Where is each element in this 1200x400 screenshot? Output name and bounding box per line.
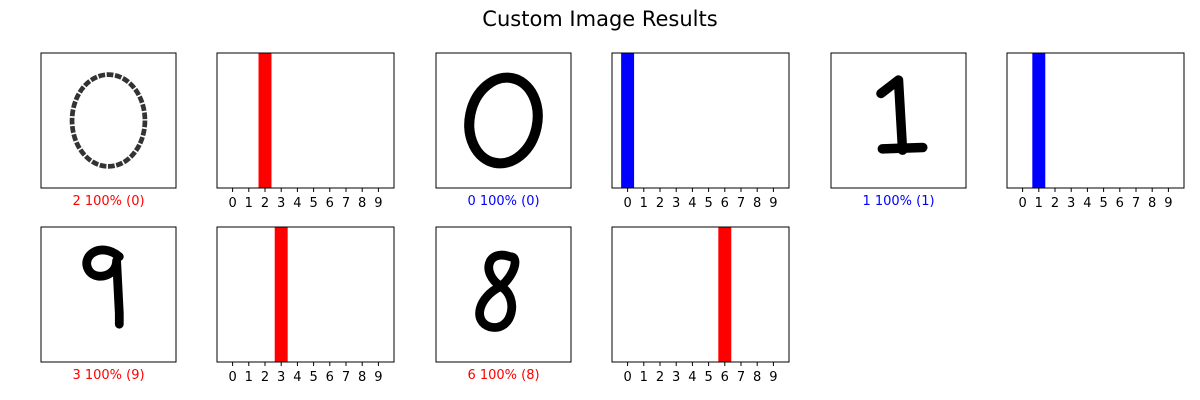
tick-label: 2: [656, 196, 664, 211]
tick-label: 4: [1083, 196, 1091, 211]
tick-label: 4: [688, 196, 696, 211]
tick-label: 2: [1051, 196, 1059, 211]
panels-grid: 2 100% (0) 0 1 2 3 4 5 6 7 8 9 0 100% (0) 0 1 2 3 4 5 6 7 8 9…: [40, 52, 1185, 385]
tick-label: 9: [769, 196, 777, 211]
tick-label: 4: [293, 370, 301, 385]
prediction-label: 6 100% (8): [467, 368, 539, 383]
plot-area: [217, 53, 394, 188]
tick-label: 0: [228, 370, 236, 385]
tick-label: 6: [326, 196, 334, 211]
tick-label: 5: [309, 370, 317, 385]
tick-label: 8: [753, 196, 761, 211]
plot-frame: [216, 226, 395, 363]
tick-label: 1: [1035, 196, 1043, 211]
tick-label: 6: [721, 370, 729, 385]
tick-label: 3: [277, 196, 285, 211]
plot-area: [612, 227, 789, 362]
plot-frame: [216, 52, 395, 189]
tick-label: 9: [374, 196, 382, 211]
tick-label: 4: [688, 370, 696, 385]
tick-label: 0: [623, 196, 631, 211]
plot-frame: [611, 226, 790, 363]
tick-label: 2: [261, 196, 269, 211]
prediction-label: 2 100% (0): [72, 194, 144, 209]
tick-label: 5: [704, 370, 712, 385]
bar-0: [621, 53, 635, 188]
plot-area: [612, 53, 789, 188]
bar-6: [718, 227, 732, 362]
tick-label: 8: [358, 196, 366, 211]
tick-label: 6: [1116, 196, 1124, 211]
tick-label: 7: [342, 370, 350, 385]
tick-label: 3: [1067, 196, 1075, 211]
digit-stroke: [877, 142, 928, 154]
tick-label: 7: [1132, 196, 1140, 211]
prediction-label: 0 100% (0): [467, 194, 539, 209]
tick-label: 1: [245, 196, 253, 211]
tick-label: 9: [374, 370, 382, 385]
tick-label: 2: [261, 370, 269, 385]
tick-label: 8: [1148, 196, 1156, 211]
tick-label: 7: [737, 370, 745, 385]
bar-2: [258, 53, 272, 188]
plot-area: [217, 227, 394, 362]
digit-stroke: [464, 72, 543, 169]
tick-label: 1: [640, 370, 648, 385]
plot-frame: [611, 52, 790, 189]
digit-image: [82, 245, 124, 329]
bar-1: [1032, 53, 1046, 188]
tick-label: 3: [277, 370, 285, 385]
digit-stroke: [82, 245, 124, 329]
tick-label: 6: [721, 196, 729, 211]
tick-label: 0: [228, 196, 236, 211]
tick-label: 0: [1018, 196, 1026, 211]
digit-image: [464, 72, 543, 169]
bar-3: [274, 227, 288, 362]
tick-label: 9: [769, 370, 777, 385]
digit-image: [69, 72, 148, 169]
tick-label: 3: [672, 370, 680, 385]
digit-stroke: [69, 72, 148, 169]
figure-title: Custom Image Results: [482, 7, 717, 31]
tick-label: 5: [309, 196, 317, 211]
digit-stroke: [876, 75, 908, 155]
tick-label: 5: [704, 196, 712, 211]
tick-label: 9: [1164, 196, 1172, 211]
tick-label: 1: [245, 370, 253, 385]
digit-image: [876, 75, 928, 155]
prediction-label: 3 100% (9): [72, 368, 144, 383]
tick-label: 7: [342, 196, 350, 211]
digit-stroke: [475, 250, 520, 332]
tick-label: 2: [656, 370, 664, 385]
tick-label: 3: [672, 196, 680, 211]
tick-label: 8: [358, 370, 366, 385]
tick-label: 8: [753, 370, 761, 385]
tick-label: 6: [326, 370, 334, 385]
plot-frame: [1006, 52, 1185, 189]
tick-label: 1: [640, 196, 648, 211]
tick-label: 4: [293, 196, 301, 211]
tick-label: 7: [737, 196, 745, 211]
tick-label: 0: [623, 370, 631, 385]
prediction-label: 1 100% (1): [862, 194, 934, 209]
digit-image: [475, 250, 520, 332]
tick-label: 5: [1099, 196, 1107, 211]
